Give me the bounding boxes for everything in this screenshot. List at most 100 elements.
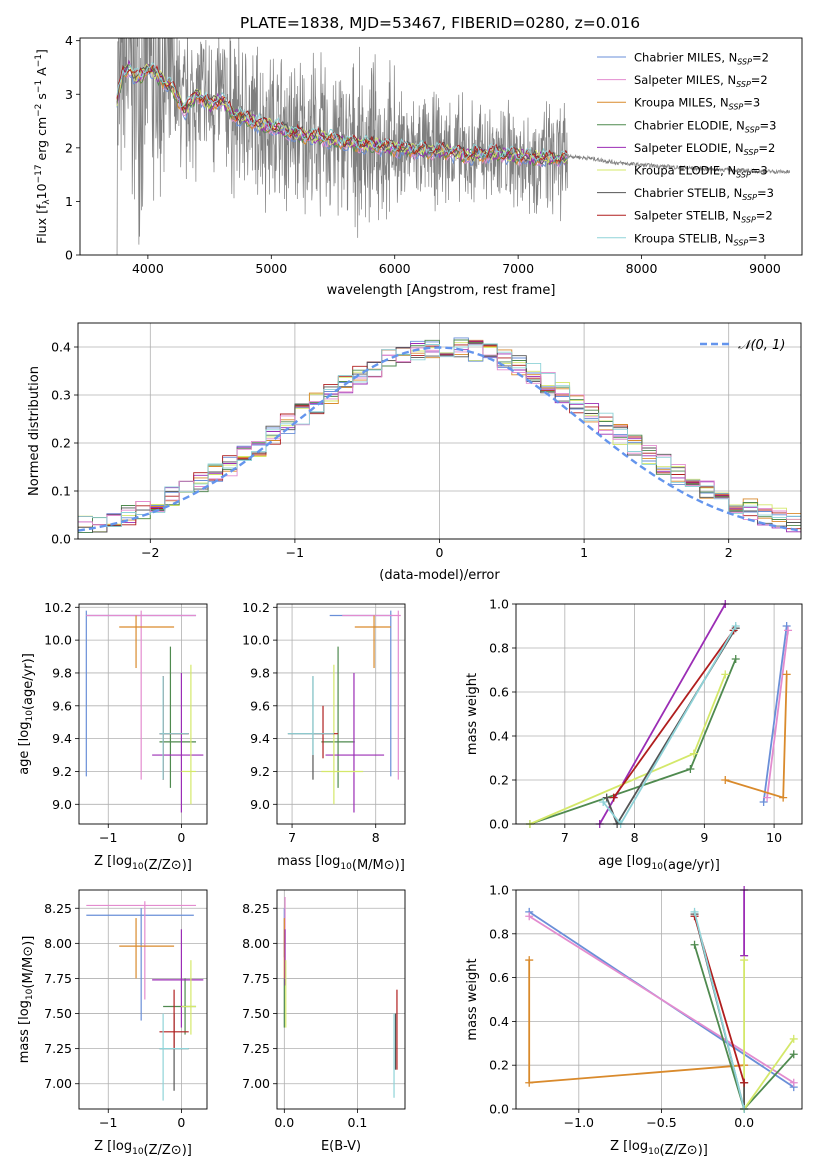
y-tick-label: 0.8 — [489, 926, 509, 941]
y-tick-label: 4 — [65, 33, 73, 48]
mass-weight-marker-salpeter-stelib — [740, 1078, 749, 1087]
y-tick-label: 0 — [65, 248, 73, 263]
y-tick-label: 0.0 — [489, 1102, 509, 1117]
spectrum-plot-area — [116, 38, 791, 255]
y-tick-label: 1.0 — [489, 883, 509, 898]
x-tick-label: 7 — [561, 830, 569, 845]
x-tick-label: 0 — [177, 830, 185, 845]
x-tick-label: 8000 — [626, 261, 658, 276]
y-axis-label: mass weight — [465, 958, 480, 1040]
y-tick-label: 0.3 — [51, 388, 71, 403]
model-spectrum-salpeter-elodie — [116, 59, 568, 166]
x-tick-label: 2 — [725, 545, 733, 560]
x-axis-label: (data-model)/error — [379, 568, 500, 583]
mass-weight-marker-kroupa-elodie — [721, 670, 730, 679]
legend-label-salpeter-miles: Salpeter MILES, NSSP=2 — [634, 73, 768, 89]
axes-frame — [515, 889, 803, 1110]
mass-weight-line-kroupa-elodie — [529, 674, 727, 825]
mass-weight-line-salpeter-miles — [766, 630, 789, 798]
y-tick-label: 0.2 — [489, 1058, 509, 1073]
y-tick-label: 0.4 — [489, 729, 509, 744]
legend-label-kroupa-elodie: Kroupa ELODIE, NSSP=3 — [634, 164, 768, 180]
mass-weight-marker-chabrier-elodie — [789, 1050, 798, 1059]
y-tick-label: 9.6 — [52, 698, 72, 713]
y-tick-label: 10.2 — [44, 600, 72, 615]
x-axis-label: age [log10(age/yr)] — [598, 854, 720, 873]
y-tick-label: 0.1 — [51, 484, 71, 499]
legend-label-chabrier-elodie: Chabrier ELODIE, NSSP=3 — [634, 118, 776, 134]
legend-label-salpeter-stelib: Salpeter STELIB, NSSP=2 — [634, 209, 773, 225]
mass-weight-line-chabrier-miles — [762, 625, 788, 803]
axes-frame — [78, 889, 208, 1110]
mass-weight-marker-kroupa-miles — [779, 793, 788, 802]
mass-weight-line-salpeter-miles — [528, 915, 795, 1084]
y-tick-label: 9.4 — [250, 731, 270, 746]
x-tick-label: 9000 — [749, 261, 781, 276]
mass-weight-marker-chabrier-elodie — [686, 765, 695, 773]
y-tick-label: 7.25 — [44, 1041, 72, 1056]
y-tick-label: 7.75 — [242, 971, 270, 986]
residual-histogram-kroupa-stelib — [78, 343, 801, 538]
y-axis-label: mass [log10(M/M⊙)] — [17, 936, 36, 1064]
legend-label-normal: 𝒩(0, 1) — [738, 338, 785, 353]
mass-weight-marker-kroupa-miles — [525, 956, 534, 965]
x-tick-label: 10 — [766, 830, 782, 845]
y-tick-label: 9.2 — [250, 764, 270, 779]
plot-area — [85, 610, 204, 813]
x-tick-label: 1 — [580, 545, 588, 560]
x-axis-label: mass [log10(M/M⊙)] — [277, 854, 405, 873]
x-tick-label: −1 — [99, 1115, 117, 1130]
axes-frame — [276, 603, 406, 825]
x-axis-label: E(B-V) — [321, 1139, 361, 1154]
axes-frame — [515, 603, 803, 825]
x-tick-label: 8 — [631, 830, 639, 845]
y-axis-label: Normed distribution — [27, 366, 42, 496]
x-tick-label: 4000 — [132, 261, 164, 276]
y-tick-label: 2 — [65, 140, 73, 155]
y-tick-label: 8.00 — [242, 936, 270, 951]
y-tick-label: 0.2 — [51, 436, 71, 451]
x-tick-label: 0.0 — [734, 1115, 754, 1130]
x-tick-label: 0 — [177, 1115, 185, 1130]
x-axis-label: Z [log10(Z/Z⊙)] — [94, 854, 192, 873]
model-spectrum-kroupa-stelib — [116, 61, 568, 162]
y-tick-label: 9.2 — [52, 764, 72, 779]
figure-title: PLATE=1838, MJD=53467, FIBERID=0280, z=0… — [240, 14, 640, 32]
observed-spectrum — [116, 38, 791, 255]
axes-frame — [77, 322, 802, 540]
y-tick-label: 1 — [65, 194, 73, 209]
plot-area — [86, 901, 204, 1101]
x-tick-label: 5000 — [255, 261, 287, 276]
x-tick-label: 7 — [288, 830, 296, 845]
x-tick-label: 6000 — [379, 261, 411, 276]
mass-vs-ebv-panel: 0.0 0.1 7.00 7.25 7.50 7.75 8.00 8.25 E(B-V) — [242, 889, 406, 1154]
mass-weight-marker-salpeter-miles — [525, 912, 534, 921]
mass-weight-marker-chabrier-miles — [759, 798, 768, 806]
y-tick-label: 9.0 — [52, 797, 72, 812]
y-tick-label: 10.2 — [242, 600, 270, 615]
y-axis-label: mass weight — [465, 673, 480, 755]
x-tick-label: −1.0 — [564, 1115, 594, 1130]
x-tick-label: 9 — [700, 830, 708, 845]
mass-weight-marker-chabrier-miles — [782, 622, 791, 630]
mass-vs-z-panel: −1 0 7.00 7.25 7.50 7.75 8.00 8.25 Z [log10(Z/Z⊙… — [17, 889, 208, 1158]
y-tick-label: 7.00 — [44, 1076, 72, 1091]
y-tick-label: 9.8 — [250, 665, 270, 680]
x-tick-label: −1 — [286, 545, 304, 560]
age-vs-z-panel: −1 0 9.0 9.2 9.4 9.6 9.8 10.0 10.2 Z [log10(Z/Z⊙)… — [17, 600, 208, 873]
mass-weight-marker-chabrier-stelib — [602, 793, 611, 802]
mass-weight-marker-kroupa-miles — [782, 670, 791, 679]
massweight-vs-age-panel: 7 8 9 10 0.0 0.2 0.4 0.6 0.8 1.0 age [log10(age/yr… — [465, 597, 803, 873]
axes-frame — [276, 889, 406, 1110]
y-tick-label: 0.0 — [51, 532, 71, 547]
y-tick-label: 8.25 — [242, 901, 270, 916]
y-tick-label: 9.6 — [250, 698, 270, 713]
legend-label-salpeter-elodie: Salpeter ELODIE, NSSP=2 — [634, 141, 775, 157]
mass-weight-marker-salpeter-stelib — [609, 793, 618, 802]
x-tick-label: −0.5 — [646, 1115, 676, 1130]
mass-weight-marker-chabrier-elodie — [731, 655, 740, 663]
y-tick-label: 1.0 — [489, 597, 509, 612]
x-tick-label: 8 — [372, 830, 380, 845]
mass-weight-marker-chabrier-elodie — [690, 940, 699, 949]
